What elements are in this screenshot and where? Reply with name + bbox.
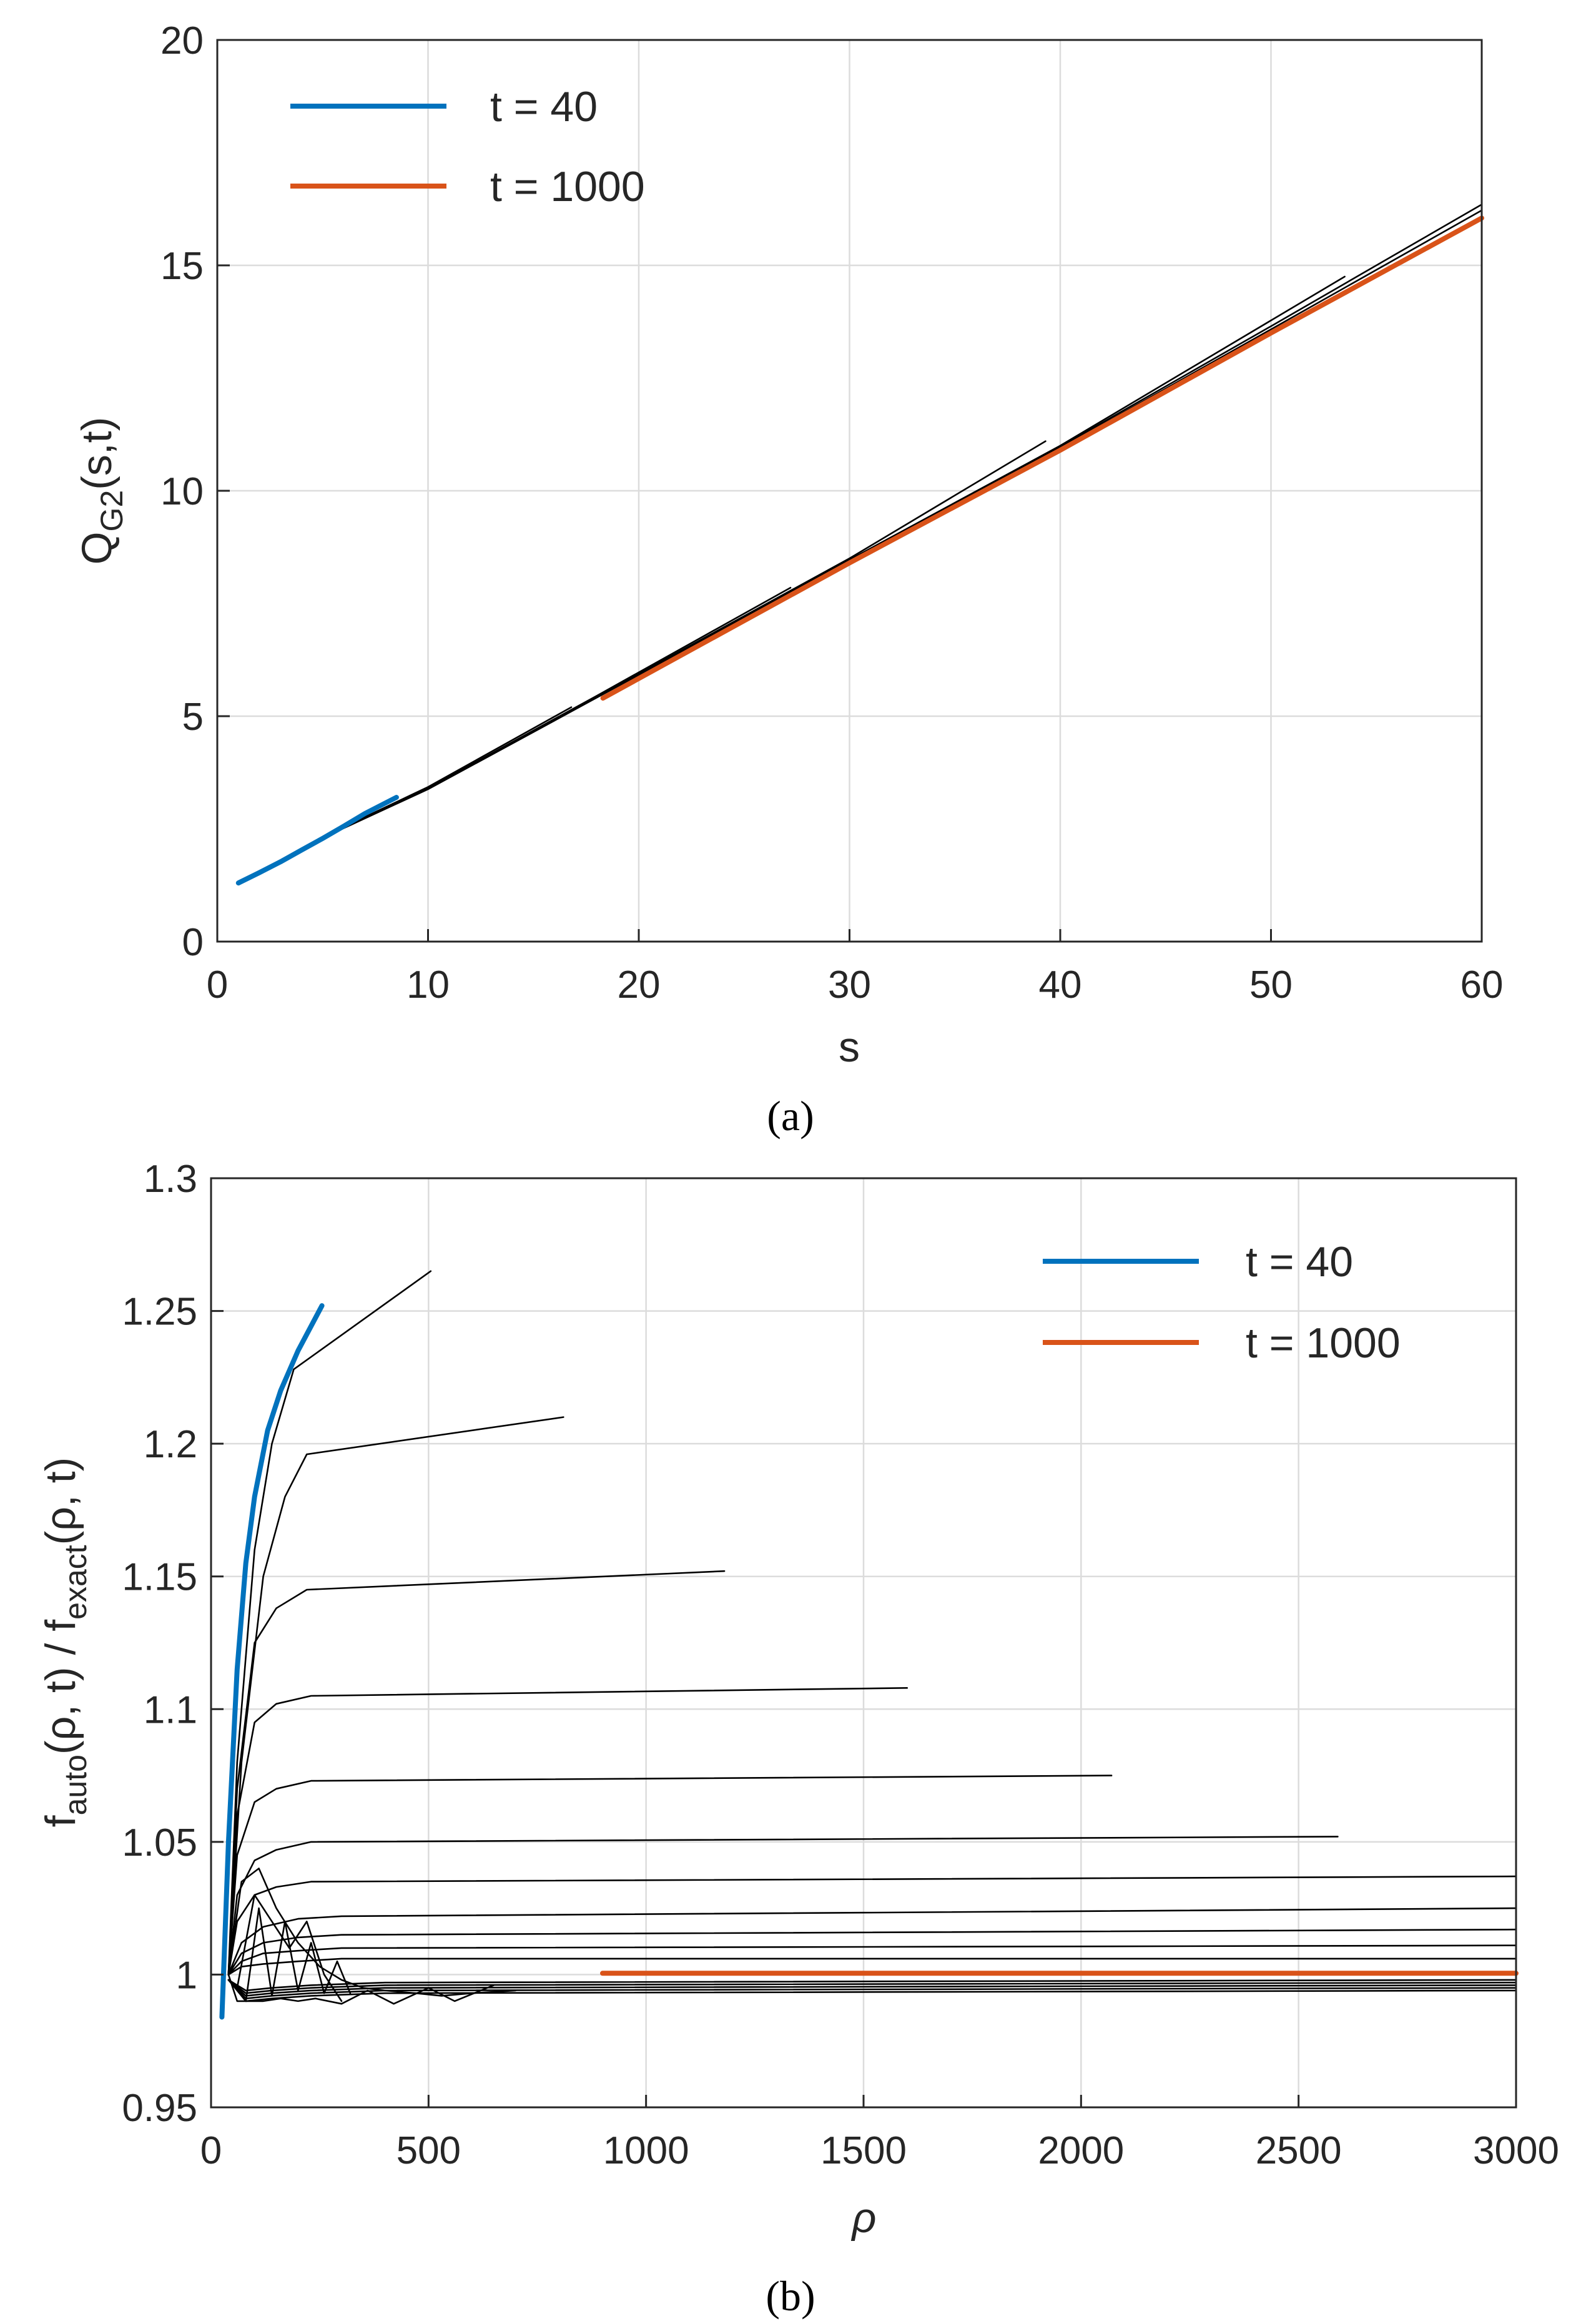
panel-a-ylabel-tail: (s,t): [73, 417, 121, 490]
panel-b-series-intermediate: [227, 1416, 564, 1976]
panel-a-ytick-label: 10: [160, 470, 204, 513]
panel-b-xtick-label: 1500: [820, 2129, 907, 2172]
panel-b-series-t-40: [219, 1303, 325, 2020]
panel-a-legend-label: t = 1000: [490, 163, 645, 210]
panel-b-ylabel-f: f: [37, 1815, 84, 1827]
panel-b-legend-label: t = 40: [1246, 1238, 1353, 1286]
panel-b-xtick-label: 500: [396, 2129, 461, 2172]
panel-a-chart: 0 10 20 30 40 50 60 0 5 10 15 20 t = 40 t = 1000 s Q…: [73, 19, 1503, 1140]
panel-b-ticks: 0 500 1000 1500 2000 2500 3000 0.95 1 1.05 1.1 1.15…: [122, 1158, 1559, 2172]
panel-b-series-intermediate: [227, 1875, 1517, 1976]
panel-b-ytick-label: 0.95: [122, 2087, 197, 2130]
panel-a-ytick-label: 15: [160, 245, 204, 288]
panel-b-series-intermediate: [227, 1979, 1517, 1992]
panel-a-xtick-label: 0: [207, 963, 228, 1007]
panel-b-caption: (b): [766, 2272, 815, 2320]
panel-b-series-intermediate: [227, 1570, 726, 1976]
panel-a-xlabel: s: [839, 1023, 860, 1071]
panel-a-xtick-label: 10: [406, 963, 450, 1007]
panel-b-ylabel-mid: (ρ, t) / f: [37, 1620, 84, 1755]
panel-b-series-oscillating-front: [227, 1868, 517, 1997]
panel-a-xtick-label: 60: [1460, 963, 1504, 1007]
panel-a-series-t-40: [235, 795, 399, 886]
panel-a-xtick-label: 50: [1249, 963, 1293, 1007]
panel-a-legend: t = 40 t = 1000: [290, 83, 645, 210]
panel-a-ylabel: QG2(s,t): [73, 417, 129, 565]
panel-b-series-intermediate: [227, 1270, 432, 1976]
panel-b-ytick-label: 1.3: [144, 1158, 197, 1201]
panel-b-ylabel: fauto(ρ, t) / fexact(ρ, t): [37, 1457, 93, 1828]
panel-a-series-t-1000: [600, 215, 1484, 701]
panel-b-ytick-label: 1.1: [144, 1688, 197, 1731]
panel-b-xtick-label: 3000: [1473, 2129, 1559, 2172]
panel-b-series-intermediate: [227, 1979, 1517, 1994]
panel-b-xlabel: ρ: [851, 2194, 877, 2242]
panel-a-caption: (a): [767, 1092, 814, 1140]
panel-a-series-intermediate: [237, 209, 1483, 884]
panel-a-grid: [216, 39, 1483, 943]
panel-a-series-intermediate: [237, 275, 1346, 884]
panel-b-series-intermediate: [227, 1979, 1517, 2002]
panel-b-xtick-label: 0: [200, 2129, 222, 2172]
panel-b-ylabel-sub1: auto: [58, 1755, 93, 1815]
panel-b-series-oscillating-front: [245, 1907, 352, 2002]
panel-b-xtick-label: 2500: [1256, 2129, 1342, 2172]
panel-b-series-intermediate: [227, 1944, 1517, 1976]
panel-a-ytick-label: 0: [182, 921, 204, 964]
panel-b-series-intermediate: [227, 1907, 1517, 1976]
panel-b-ytick-label: 1.25: [122, 1291, 197, 1334]
panel-b-ylabel-sub2: exact: [58, 1545, 93, 1620]
panel-b-ytick-label: 1.05: [122, 1821, 197, 1864]
panel-b-series-intermediate: [227, 1979, 1517, 1997]
panel-b-series-intermediate: [227, 1979, 1517, 1999]
panel-b-ytick-label: 1.15: [122, 1556, 197, 1599]
panel-a-xtick-label: 20: [618, 963, 661, 1007]
panel-b-series-intermediate: [227, 1775, 1113, 1976]
panel-b-xtick-label: 2000: [1038, 2129, 1124, 2172]
panel-b-series-intermediate: [227, 1687, 908, 1976]
panel-b-chart: 0 500 1000 1500 2000 2500 3000 0.95 1 1.05 1.1 1.15…: [37, 1158, 1559, 2320]
panel-a-legend-label: t = 40: [490, 83, 598, 130]
panel-a-ytick-label: 5: [182, 696, 204, 739]
panel-a-ylabel-main: Q: [73, 531, 121, 564]
panel-b-xtick-label: 1000: [603, 2129, 689, 2172]
panel-b-grid: [210, 1177, 1517, 2109]
panel-b-legend-label: t = 1000: [1246, 1319, 1401, 1367]
panel-b-series-intermediate: [227, 1957, 1517, 1976]
panel-b-ytick-label: 1.2: [144, 1423, 197, 1466]
panel-a-xtick-label: 30: [828, 963, 871, 1007]
panel-a-ytick-label: 20: [160, 19, 204, 62]
panel-b-series-intermediate: [227, 1928, 1517, 1976]
panel-b-ytick-label: 1: [176, 1954, 197, 1997]
panel-a-xtick-label: 40: [1039, 963, 1082, 1007]
panel-b-series-oscillating-front: [227, 1974, 495, 2005]
panel-b-series: [219, 1270, 1519, 2020]
panel-a-ylabel-sub: G2: [94, 490, 129, 532]
panel-a-ticks: 0 10 20 30 40 50 60 0 5 10 15 20: [160, 19, 1503, 1007]
panel-b-series-intermediate: [227, 1836, 1339, 1976]
panel-b-ylabel-tail: (ρ, t): [37, 1457, 84, 1545]
panel-b-legend: t = 40 t = 1000: [1043, 1238, 1401, 1367]
panel-a-series: [235, 204, 1484, 886]
